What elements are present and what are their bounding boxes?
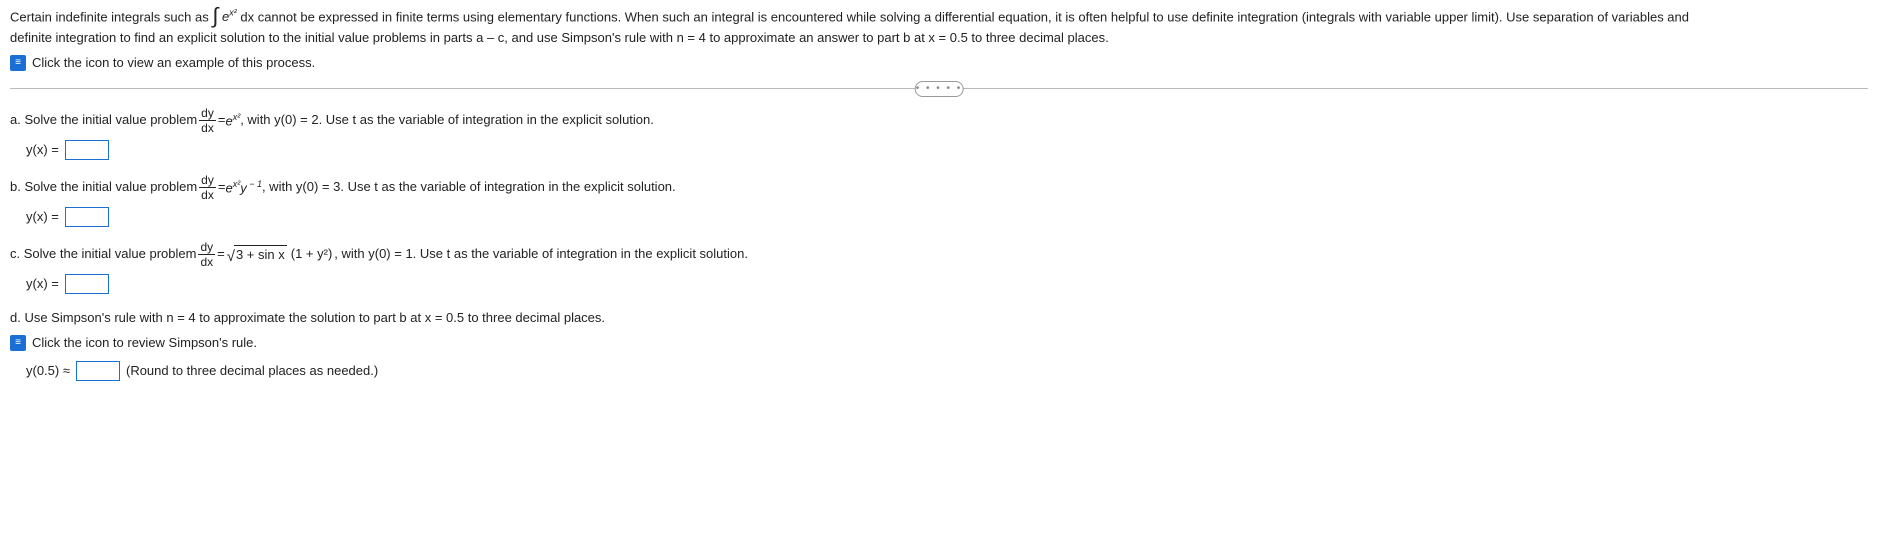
part-c-lead: c. Solve the initial value problem [10, 245, 196, 263]
simpson-link-text: Click the icon to review Simpson's rule. [32, 335, 257, 350]
equals: = [217, 245, 225, 263]
part-b-answer-input[interactable] [65, 207, 109, 227]
part-c-question: c. Solve the initial value problem dy dx… [10, 241, 1868, 268]
part-b-answer-label: y(x) = [26, 209, 59, 224]
equals: = [218, 111, 226, 129]
rhs-b: ex²y − 1 [225, 178, 262, 198]
dy-dx-fraction: dy dx [198, 241, 215, 268]
part-c-answer-input[interactable] [65, 274, 109, 294]
part-a-tail: , with y(0) = 2. Use t as the variable o… [240, 111, 654, 129]
part-d-answer-input[interactable] [76, 361, 120, 381]
part-a-question: a. Solve the initial value problem dy dx… [10, 107, 1868, 134]
dy-dx-fraction: dy dx [199, 174, 216, 201]
intro-text-line2: definite integration to find an explicit… [10, 30, 1109, 45]
part-a-answer-input[interactable] [65, 140, 109, 160]
simpson-icon: ≡ [10, 335, 26, 351]
section-divider: • • • • • [10, 81, 1868, 95]
divider-pill[interactable]: • • • • • [915, 81, 964, 97]
part-c-answer-row: y(x) = [10, 274, 1868, 294]
example-link-row[interactable]: ≡ Click the icon to view an example of t… [10, 55, 1868, 71]
part-d-round-hint: (Round to three decimal places as needed… [126, 363, 378, 378]
sqrt-expression: √ 3 + sin x [227, 245, 287, 264]
part-a-answer-row: y(x) = [10, 140, 1868, 160]
part-d-answer-label: y(0.5) ≈ [26, 363, 70, 378]
part-d-text: d. Use Simpson's rule with n = 4 to appr… [10, 308, 1868, 329]
part-b-question: b. Solve the initial value problem dy dx… [10, 174, 1868, 201]
part-b-lead: b. Solve the initial value problem [10, 178, 197, 196]
intro-integrand-e: ex² [222, 9, 237, 24]
part-d-answer-row: y(0.5) ≈ (Round to three decimal places … [10, 361, 1868, 381]
example-icon: ≡ [10, 55, 26, 71]
part-a-lead: a. Solve the initial value problem [10, 111, 197, 129]
radicand: 3 + sin x [234, 245, 287, 264]
equals: = [218, 178, 226, 196]
example-link-text: Click the icon to view an example of thi… [32, 55, 315, 70]
part-b-answer-row: y(x) = [10, 207, 1868, 227]
rhs-a: ex² [225, 111, 240, 131]
paren-term: (1 + y²) [291, 245, 333, 263]
dy-dx-fraction: dy dx [199, 107, 216, 134]
part-c-tail: , with y(0) = 1. Use t as the variable o… [334, 245, 748, 263]
part-b-tail: , with y(0) = 3. Use t as the variable o… [262, 178, 676, 196]
simpson-link-row[interactable]: ≡ Click the icon to review Simpson's rul… [10, 335, 1868, 351]
part-a-answer-label: y(x) = [26, 142, 59, 157]
intro-text-pre: Certain indefinite integrals such as [10, 9, 212, 24]
intro-text-mid: dx cannot be expressed in finite terms u… [240, 9, 1689, 24]
intro-paragraph: Certain indefinite integrals such as ∫ e… [10, 6, 1868, 49]
part-c-answer-label: y(x) = [26, 276, 59, 291]
